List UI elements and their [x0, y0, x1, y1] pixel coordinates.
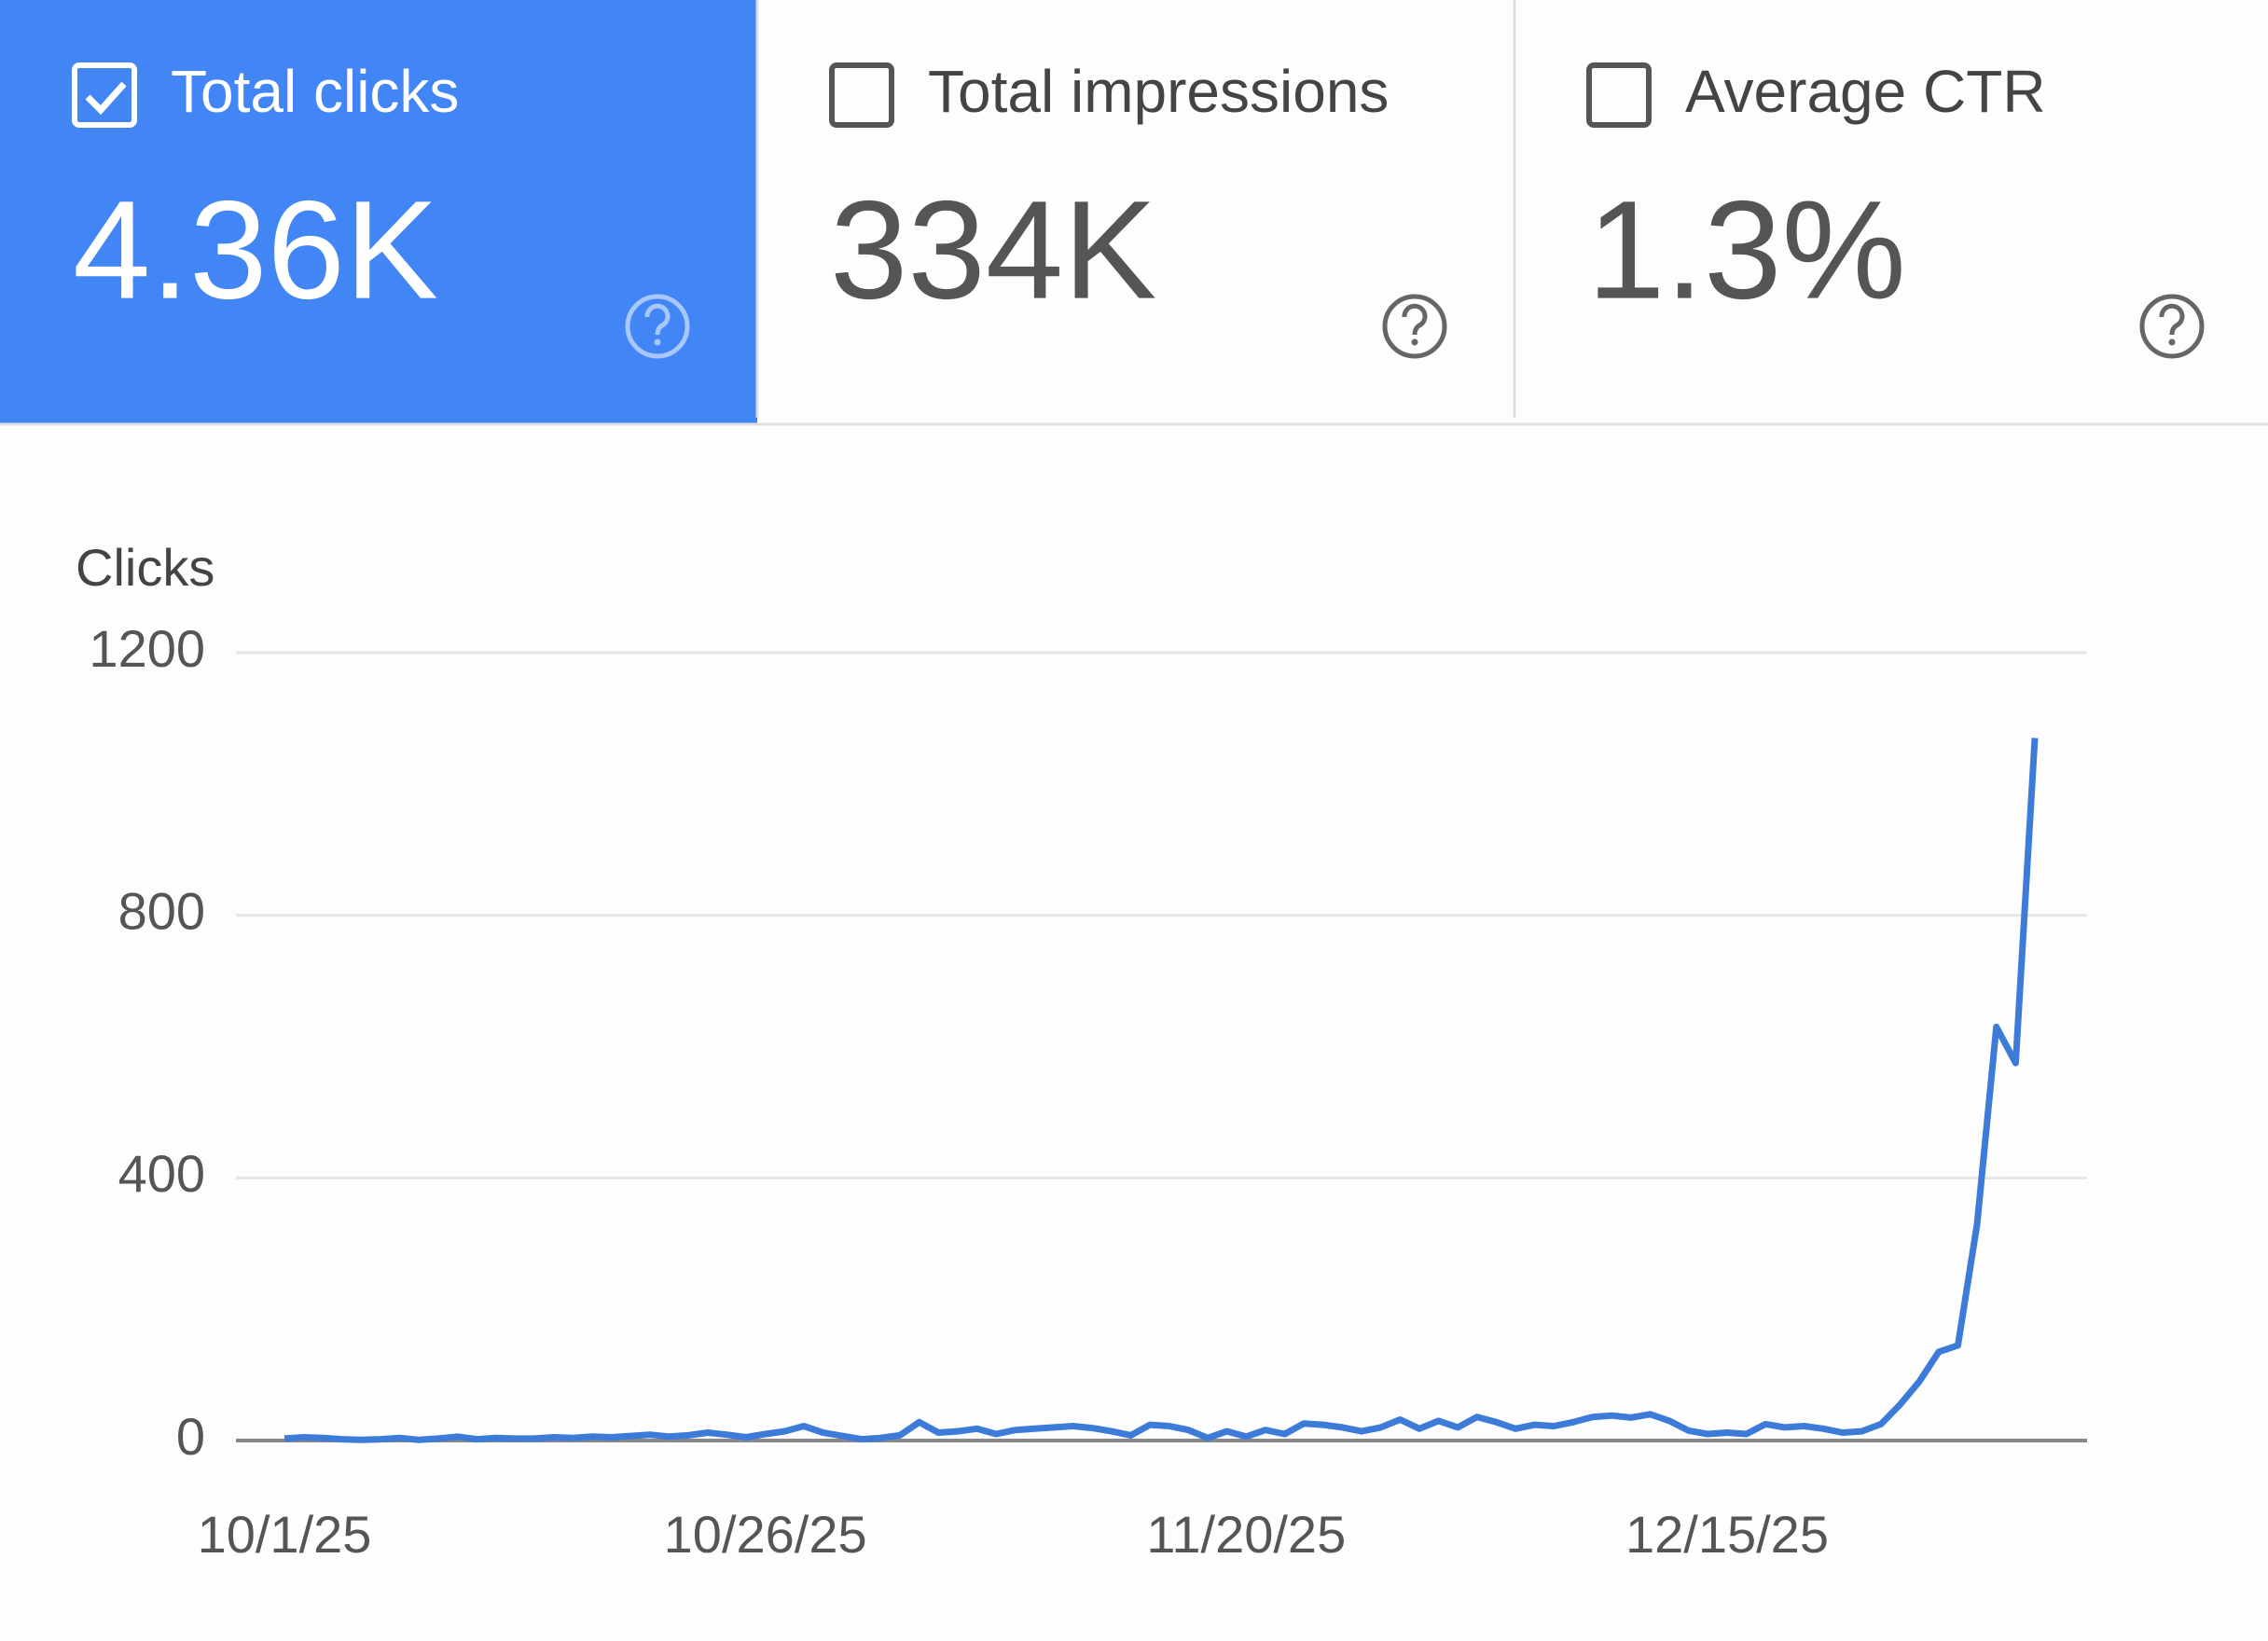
help-glyph	[2159, 303, 2185, 336]
metric-card[interactable]: Total clicks 4.36K	[0, 0, 757, 424]
help-icon[interactable]	[2139, 294, 2205, 359]
help-icon[interactable]	[625, 294, 690, 359]
metric-cards: Total clicks 4.36K Total impressions 334K Av…	[0, 0, 2268, 424]
card-bg	[1514, 0, 2268, 424]
metric-card[interactable]: Total impressions 334K	[755, 0, 1514, 424]
x-tick-label: 12/15/25	[1625, 1505, 1829, 1564]
data-line	[284, 738, 2039, 1443]
checkbox[interactable]	[1586, 62, 1652, 128]
checkmark	[85, 81, 127, 116]
metric-value: 334K	[830, 172, 1156, 328]
checkbox[interactable]	[829, 62, 894, 128]
help-dot	[654, 338, 661, 346]
help-dot	[2168, 338, 2176, 346]
x-tick-label: 10/26/25	[664, 1505, 867, 1564]
checkbox[interactable]	[72, 62, 137, 128]
metric-card[interactable]: Average CTR 1.3%	[1513, 0, 2268, 424]
metric-label: Average CTR	[1685, 58, 2046, 125]
help-icon[interactable]	[1382, 294, 1447, 359]
y-tick-label: 800	[118, 881, 205, 940]
y-tick-label: 0	[176, 1407, 205, 1466]
card-bg	[757, 0, 1514, 424]
help-dot	[1411, 338, 1418, 346]
x-tick-label: 11/20/25	[1146, 1505, 1346, 1564]
help-glyph	[644, 303, 671, 336]
y-tick-label: 1200	[89, 619, 205, 678]
metric-value: 1.3%	[1587, 172, 1906, 328]
metric-value: 4.36K	[73, 172, 438, 328]
y-axis-label: Clicks	[76, 538, 214, 597]
x-tick-label: 10/1/25	[198, 1505, 372, 1564]
card-bg	[0, 0, 757, 424]
metric-label: Total clicks	[171, 58, 459, 125]
help-glyph	[1402, 303, 1428, 336]
metric-label: Total impressions	[928, 58, 1389, 125]
plot: 0 400 800 1200 10/1/25 10/26/25 11/20/25 12/15/…	[89, 619, 2087, 1564]
y-tick-label: 400	[118, 1144, 205, 1203]
